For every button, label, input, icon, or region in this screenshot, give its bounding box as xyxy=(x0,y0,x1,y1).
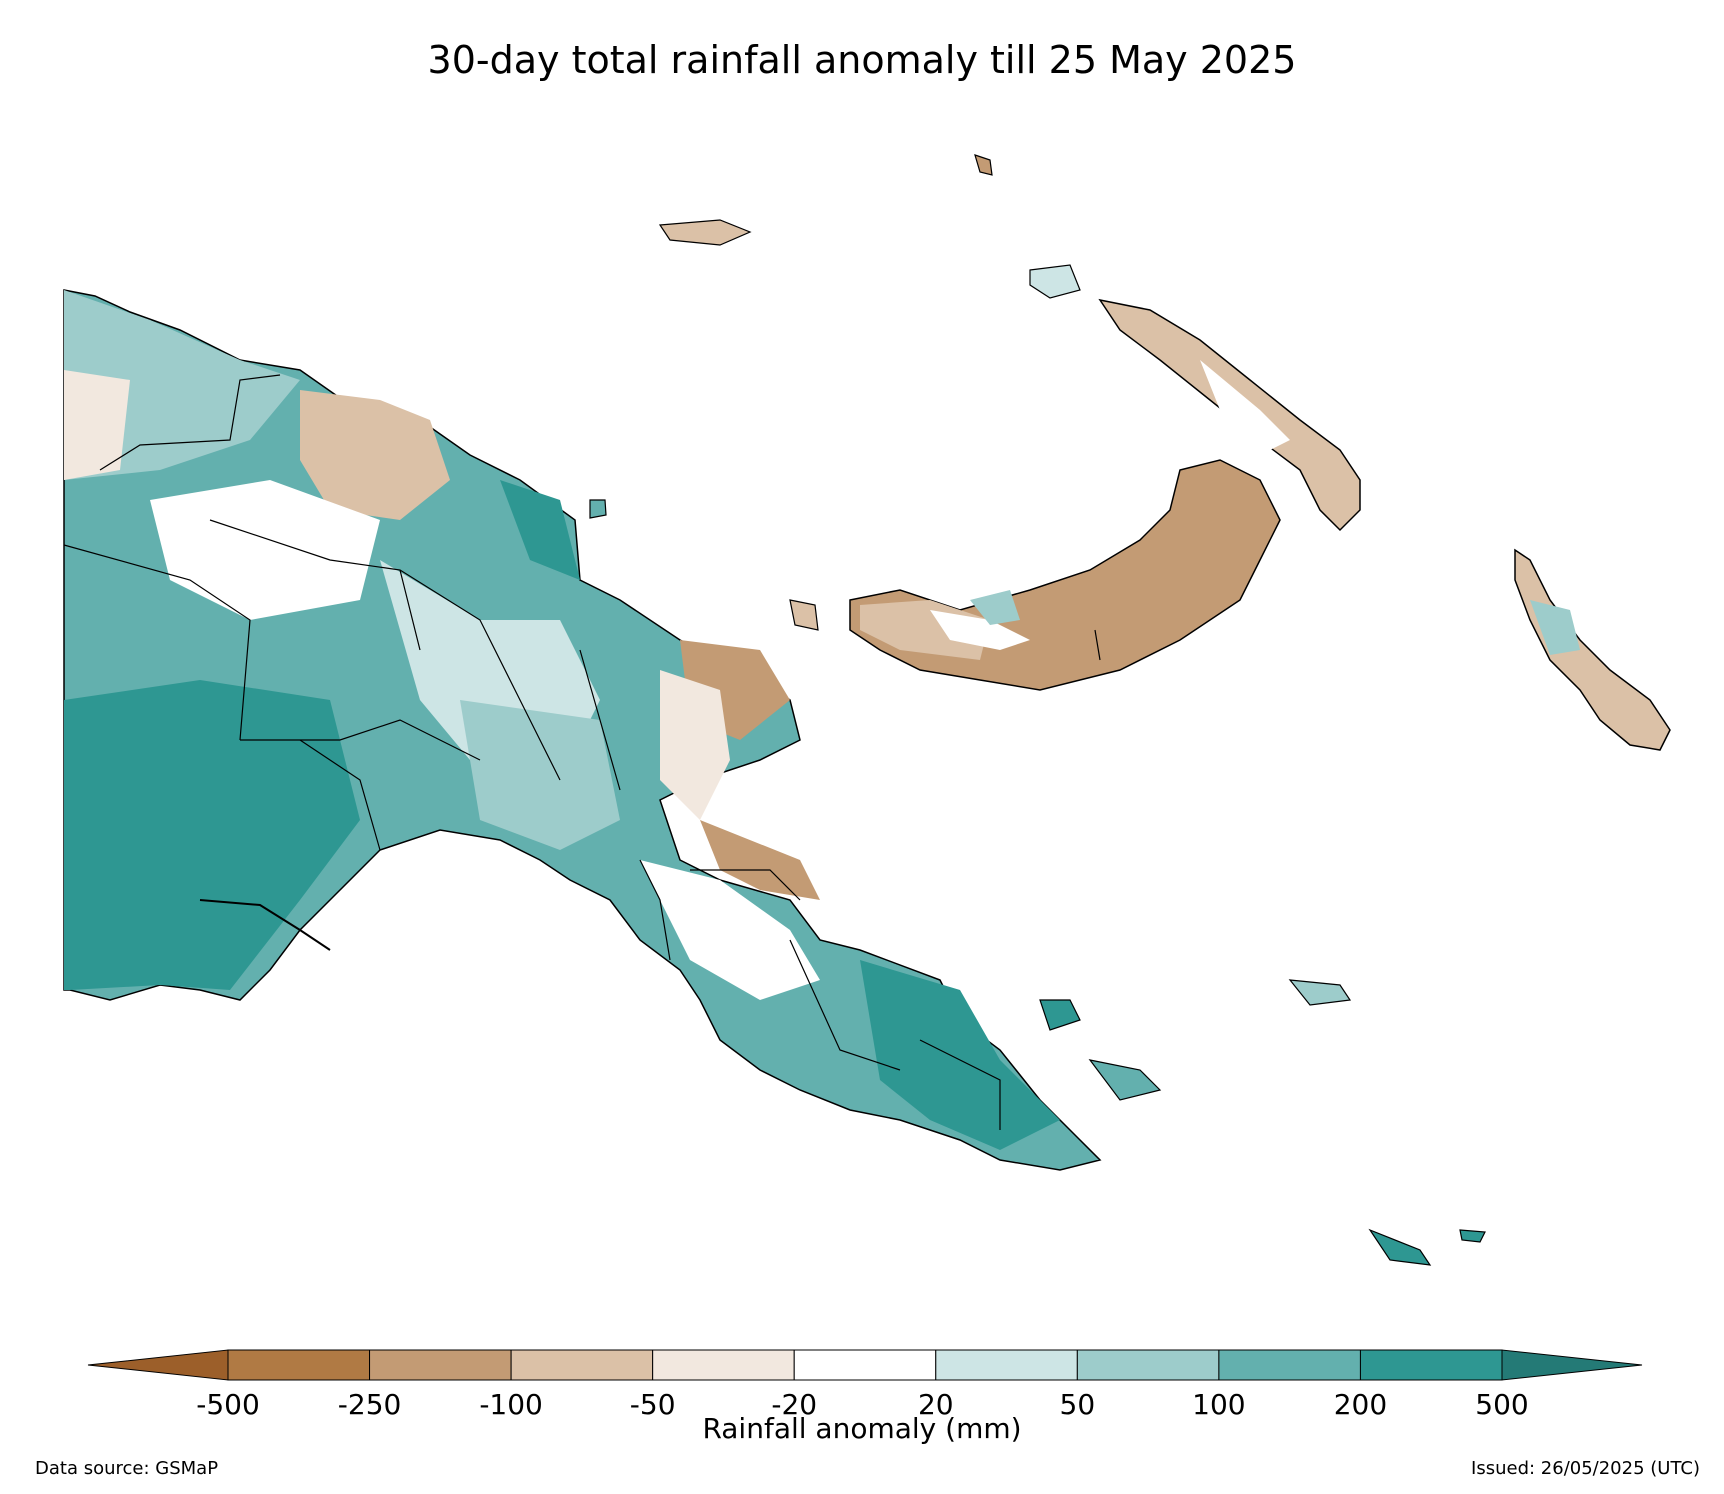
colorbar-extend-low xyxy=(87,1349,229,1381)
new-britain-group xyxy=(849,459,1281,691)
colorbar-tick-label: -20 xyxy=(771,1388,817,1421)
colorbar-tick-label: 500 xyxy=(1475,1388,1528,1421)
patch-oro-dry xyxy=(700,820,820,900)
island-karkar xyxy=(589,499,607,519)
patch-gulf-light xyxy=(460,700,620,850)
island-mussau xyxy=(974,154,993,176)
colorbar-box xyxy=(227,1349,371,1381)
patch-sepik-dry xyxy=(300,390,450,520)
colorbar-box xyxy=(935,1349,1078,1381)
new-ireland-group xyxy=(658,219,1361,532)
island-fergusson xyxy=(1039,999,1081,1031)
colorbar-box xyxy=(1218,1349,1361,1381)
small-islands xyxy=(589,154,1486,1266)
island-normanby xyxy=(1088,1059,1162,1101)
colorbar-box xyxy=(1359,1349,1503,1381)
patch-highlands-white xyxy=(150,480,380,620)
colorbar-tick-label: -50 xyxy=(630,1388,676,1421)
colorbar-tick-label: 200 xyxy=(1334,1388,1387,1421)
colorbar-box xyxy=(1076,1349,1220,1381)
colorbar-label: Rainfall anomaly (mm) xyxy=(702,1412,1022,1445)
patch-fly-wet xyxy=(64,680,360,990)
colorbar-box xyxy=(369,1349,512,1381)
colorbar-box xyxy=(510,1349,654,1381)
colorbar-tick-label: -100 xyxy=(479,1388,543,1421)
new-ireland-white xyxy=(1200,360,1290,450)
colorbar-tick-label: 20 xyxy=(918,1388,954,1421)
new-britain-border xyxy=(1094,629,1101,661)
island-woodlark xyxy=(1288,979,1352,1006)
data-source: Data source: GSMaP xyxy=(35,1458,219,1479)
patch-north-white xyxy=(64,370,130,480)
mainland-group xyxy=(63,289,1102,1171)
colorbar-tick-label: 50 xyxy=(1060,1388,1096,1421)
colorbar-box xyxy=(793,1349,937,1381)
new-britain xyxy=(849,459,1281,691)
island-umboi xyxy=(789,599,819,631)
colorbar-tick-label: 100 xyxy=(1192,1388,1245,1421)
patch-milne-wet xyxy=(860,960,1060,1150)
page-title: 30-day total rainfall anomaly till 25 Ma… xyxy=(427,38,1297,82)
province-borders xyxy=(63,374,1001,1130)
colorbar: -500 -250 -100 -50 -20 20 50 100 200 500 xyxy=(87,1349,1643,1421)
patch-central-white xyxy=(640,860,820,1000)
bougainville-group xyxy=(1514,548,1671,751)
manus xyxy=(658,219,752,246)
fly-river xyxy=(199,899,331,951)
new-britain-white xyxy=(930,610,1030,650)
bougainville-teal xyxy=(1530,600,1580,655)
patch-morobe-light xyxy=(660,670,730,820)
issued-date: Issued: 26/05/2025 (UTC) xyxy=(1471,1458,1700,1479)
island-tagula xyxy=(1459,1229,1486,1243)
colorbar-extend-high xyxy=(1501,1349,1643,1381)
colorbar-tick-label: -250 xyxy=(338,1388,402,1421)
colorbar-tick-label: -500 xyxy=(196,1388,260,1421)
bougainville xyxy=(1514,548,1671,751)
island-rossel xyxy=(1368,1228,1432,1266)
new-britain-teal xyxy=(970,590,1020,625)
colorbar-box xyxy=(652,1349,795,1381)
patch-madang-east xyxy=(500,480,580,580)
new-hanover xyxy=(1029,264,1081,299)
